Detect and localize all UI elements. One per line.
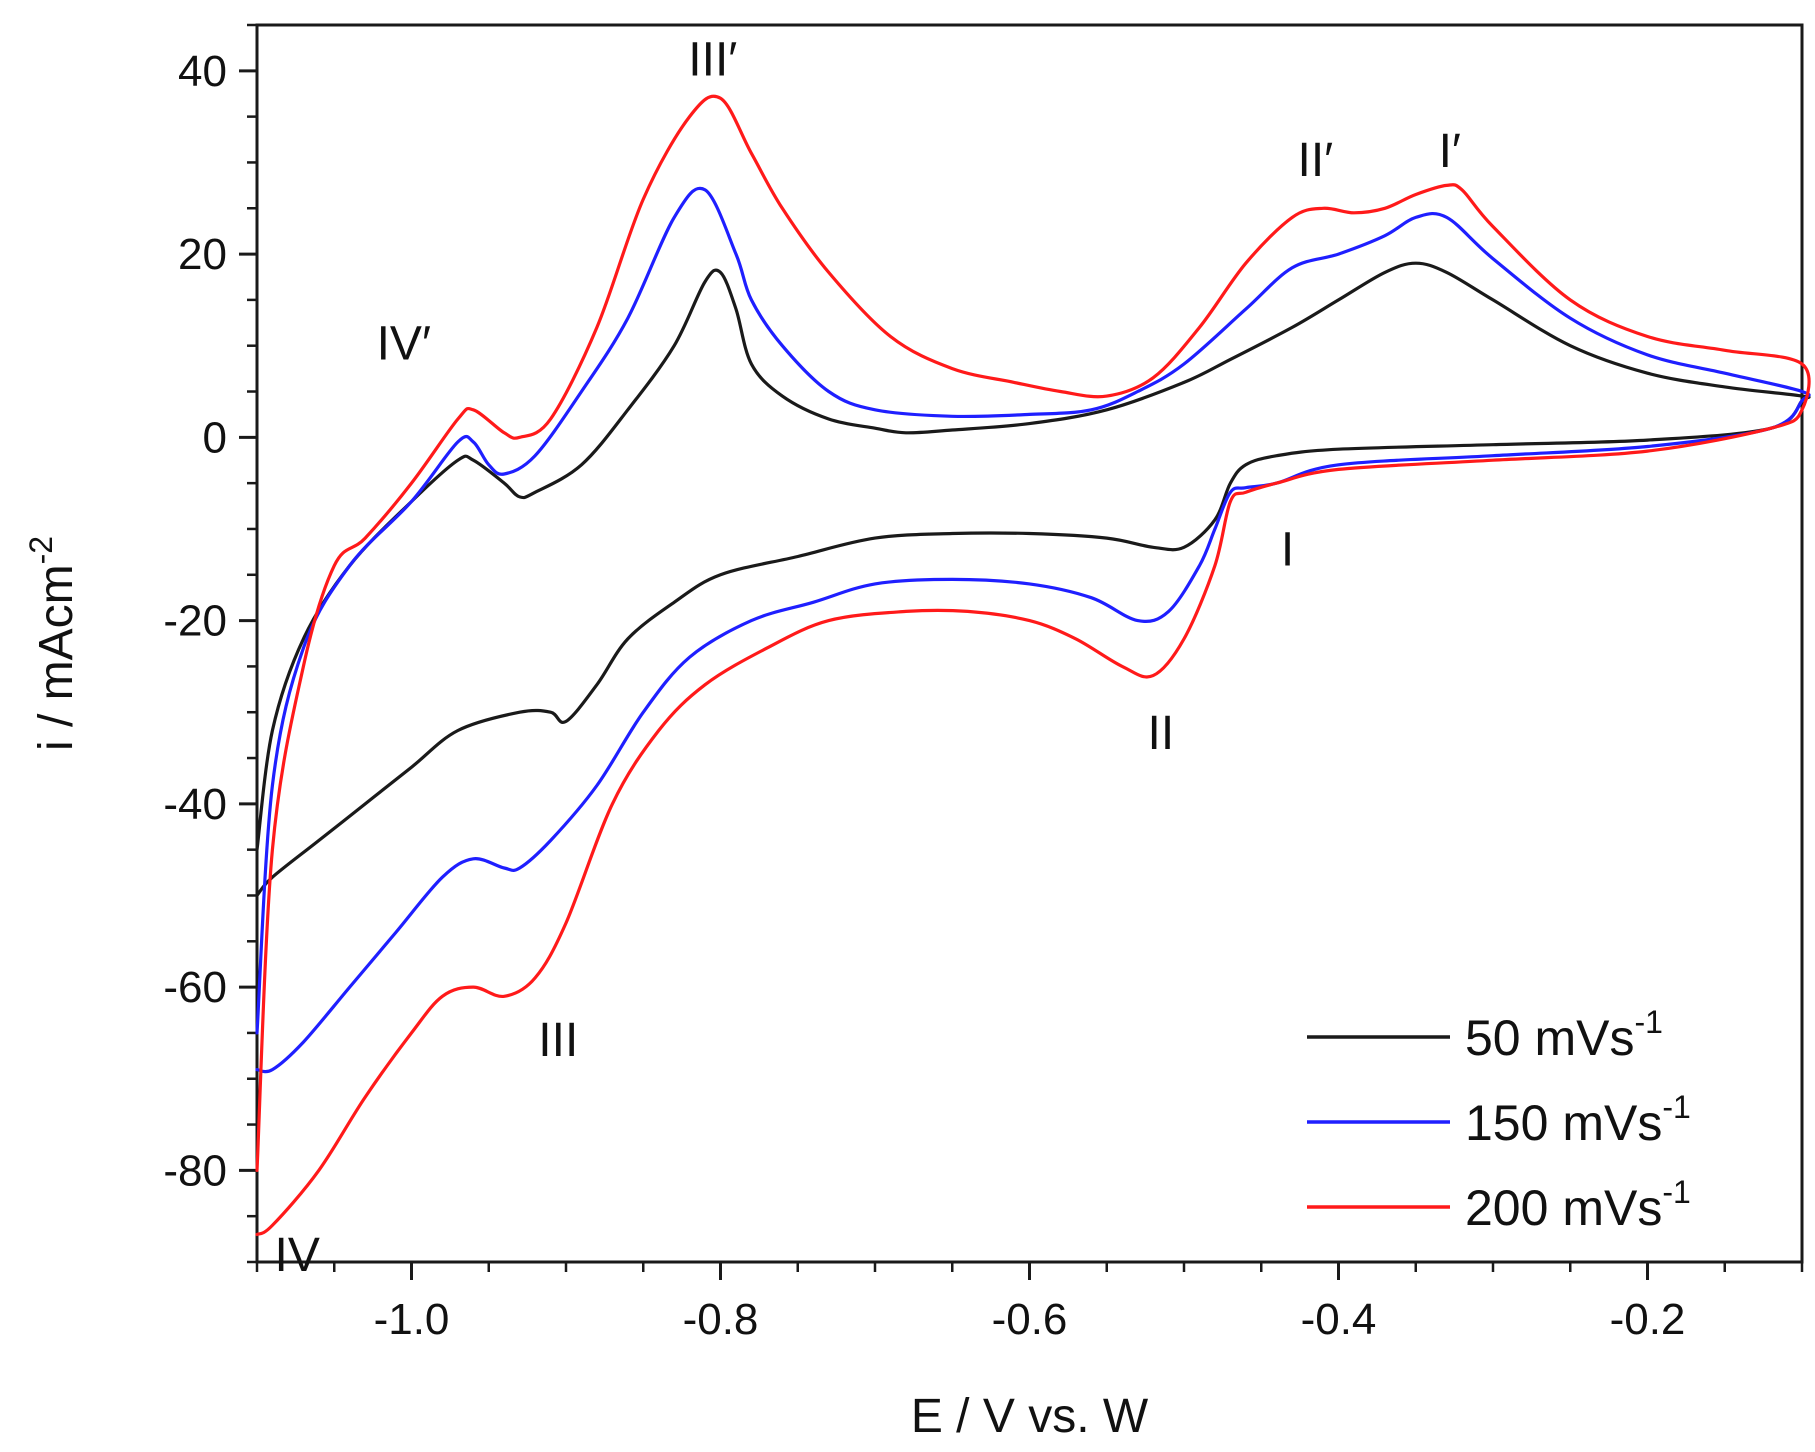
x-tick-label: -0.8 xyxy=(683,1295,759,1344)
legend: 50 mVs-1 150 mVs-1 200 mVs-1 xyxy=(1307,1004,1691,1236)
y-tick-label: 40 xyxy=(178,47,227,96)
y-tick-label: -60 xyxy=(163,963,227,1012)
axis-ticks: -1.0 -0.8 -0.6 -0.4 -0.2 40 20 0 -20 -40 -60 -80 xyxy=(163,23,1804,1344)
y-tick-label: -20 xyxy=(163,597,227,646)
x-tick-label: -1.0 xyxy=(374,1295,450,1344)
peak-label: II xyxy=(1147,707,1174,760)
x-axis-title: E / V vs. W xyxy=(911,1390,1149,1443)
peak-label: III′ xyxy=(688,33,737,86)
legend-label-50-mvs: 50 mVs-1 xyxy=(1465,1004,1663,1066)
y-tick-label: 20 xyxy=(178,230,227,279)
y-tick-label: -40 xyxy=(163,780,227,829)
series-line-150-mvs xyxy=(255,186,1811,1074)
series-lines xyxy=(255,94,1811,1237)
series-line-200-mvs xyxy=(255,94,1811,1237)
peak-label: I xyxy=(1281,524,1294,577)
peak-label: IV′ xyxy=(377,317,431,370)
x-tick-label: -0.6 xyxy=(992,1295,1068,1344)
legend-label-200-mvs: 200 mVs-1 xyxy=(1465,1174,1691,1236)
x-tick-label: -0.4 xyxy=(1301,1295,1377,1344)
y-axis-title: i / mAcm-2 xyxy=(23,536,83,751)
peak-label: II′ xyxy=(1297,134,1333,187)
y-tick-label: -80 xyxy=(163,1146,227,1195)
x-tick-label: -0.2 xyxy=(1610,1295,1686,1344)
series-line-50-mvs xyxy=(255,261,1811,898)
peak-label: III xyxy=(538,1014,578,1067)
legend-label-150-mvs: 150 mVs-1 xyxy=(1465,1089,1691,1151)
y-axis-title-main: i / mAcm xyxy=(30,564,83,751)
y-tick-label: 0 xyxy=(203,413,227,462)
peak-label: I′ xyxy=(1439,125,1461,178)
y-axis-title-superscript: -2 xyxy=(23,536,59,564)
peak-label: IV xyxy=(274,1229,319,1282)
